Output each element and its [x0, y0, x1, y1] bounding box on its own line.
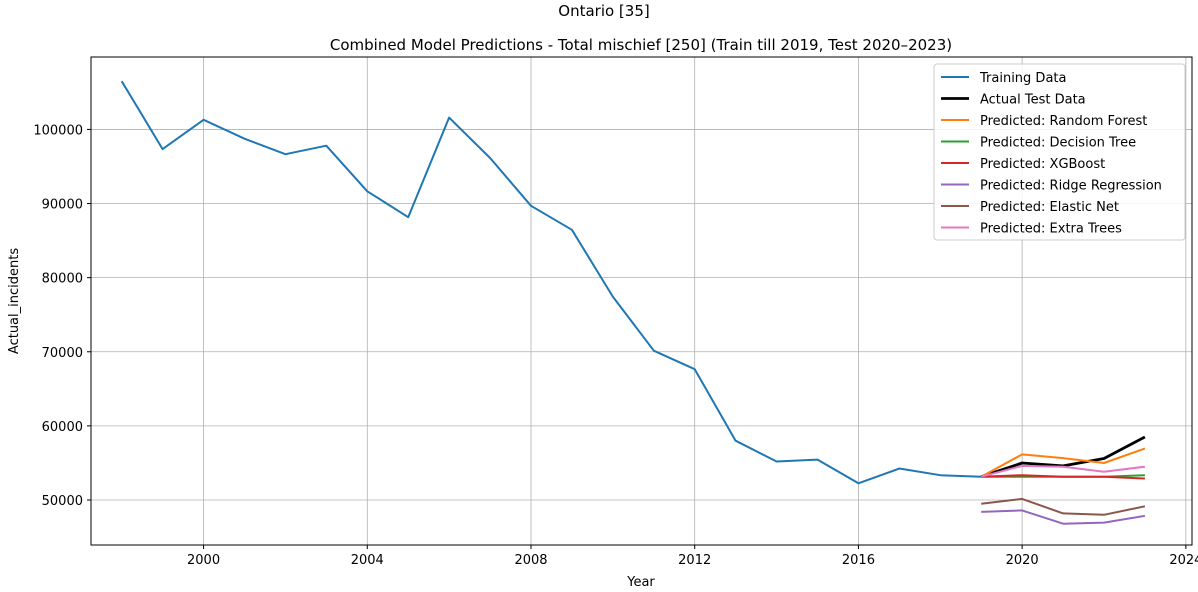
x-axis-label: Year — [626, 575, 655, 590]
chart-title: Combined Model Predictions - Total misch… — [330, 36, 952, 54]
x-tick-label: 2020 — [1006, 553, 1039, 568]
y-tick-label: 80000 — [42, 272, 83, 287]
x-tick-label: 2012 — [678, 553, 711, 568]
legend-entry: Predicted: Decision Tree — [980, 136, 1136, 151]
legend-entry: Predicted: XGBoost — [980, 157, 1105, 172]
x-tick-label: 2016 — [842, 553, 875, 568]
legend: Training Data Actual Test Data Predicted: … — [933, 63, 1186, 241]
y-tick-label: 100000 — [33, 123, 83, 138]
x-tick-label: 2000 — [187, 553, 220, 568]
series-line-predicted-random-forest — [980, 447, 1146, 478]
series-line-predicted-extra-trees — [980, 464, 1146, 478]
y-axis-label: Actual_incidents — [7, 248, 22, 354]
x-axis-ticks: 2000 2004 2008 2012 2016 2020 2024 — [187, 545, 1198, 568]
legend-entry: Actual Test Data — [980, 93, 1086, 108]
x-tick-label: 2004 — [351, 553, 384, 568]
legend-entry: Predicted: Extra Trees — [980, 222, 1122, 237]
y-axis-ticks: 50000 60000 70000 80000 90000 100000 — [33, 123, 91, 509]
y-tick-label: 90000 — [42, 198, 83, 213]
x-tick-label: 2024 — [1169, 553, 1198, 568]
series-line-predicted-ridge-regression — [981, 509, 1146, 525]
y-tick-label: 60000 — [42, 420, 83, 435]
plot-frame — [90, 56, 1193, 546]
legend-entry: Predicted: Elastic Net — [980, 200, 1119, 215]
x-tick-label: 2008 — [514, 553, 547, 568]
series-line-predicted-xgboost — [981, 474, 1145, 480]
legend-entry: Training Data — [979, 71, 1066, 86]
y-tick-label: 50000 — [42, 494, 83, 509]
series-line-predicted-elastic-net — [981, 497, 1146, 516]
figure-suptitle: Ontario [35] — [558, 2, 649, 20]
series-line-training-data — [120, 80, 982, 485]
legend-entry: Predicted: Ridge Regression — [980, 179, 1162, 194]
legend-entry: Predicted: Random Forest — [980, 114, 1147, 129]
y-tick-label: 70000 — [42, 346, 83, 361]
legend-box — [933, 63, 1186, 241]
series-lines — [120, 80, 1146, 525]
